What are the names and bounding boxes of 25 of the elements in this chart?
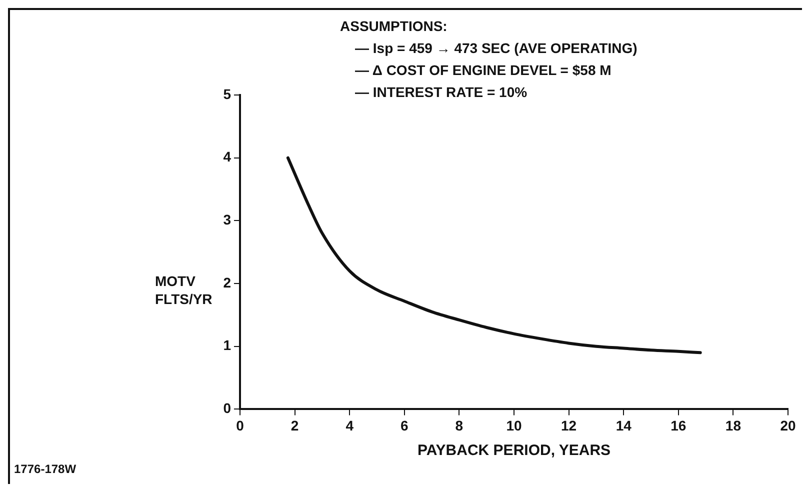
x-tick-label: 0 [236,417,244,434]
x-tick-label: 6 [400,417,408,434]
x-tick-label: 8 [455,417,464,434]
text: — Isp = 459 → 473 SEC (AVE OPERATING) [355,40,638,56]
x-axis-title: PAYBACK PERIOD, YEARS [417,442,611,460]
annotation: — INTEREST RATE = 10% [355,84,528,100]
y-axis-title: MOTV FLTS/YR [155,272,212,308]
y-tick-label: 1 [223,337,232,354]
x-tick-label: 4 [346,417,354,434]
text: — Δ COST OF ENGINE DEVEL = $58 M [355,62,612,78]
y-tick-label: 0 [223,400,232,416]
text: 1776-178W [14,462,76,476]
x-tick-label: 16 [670,417,686,434]
x-tick-label: 10 [506,417,522,434]
x-tick-label: 18 [725,417,742,434]
x-tick-label: 2 [290,417,299,434]
x-tick-label: 20 [780,417,796,434]
x-tick-label: 14 [616,417,632,434]
line-series [286,156,702,354]
y-tick-label: 5 [223,86,232,102]
x-tick-label: 12 [561,417,577,434]
y-tick-label: 3 [223,212,232,228]
text: ASSUMPTIONS: [340,18,448,34]
y-tick-label: 4 [223,148,232,165]
y-tick-label: 2 [223,274,232,290]
